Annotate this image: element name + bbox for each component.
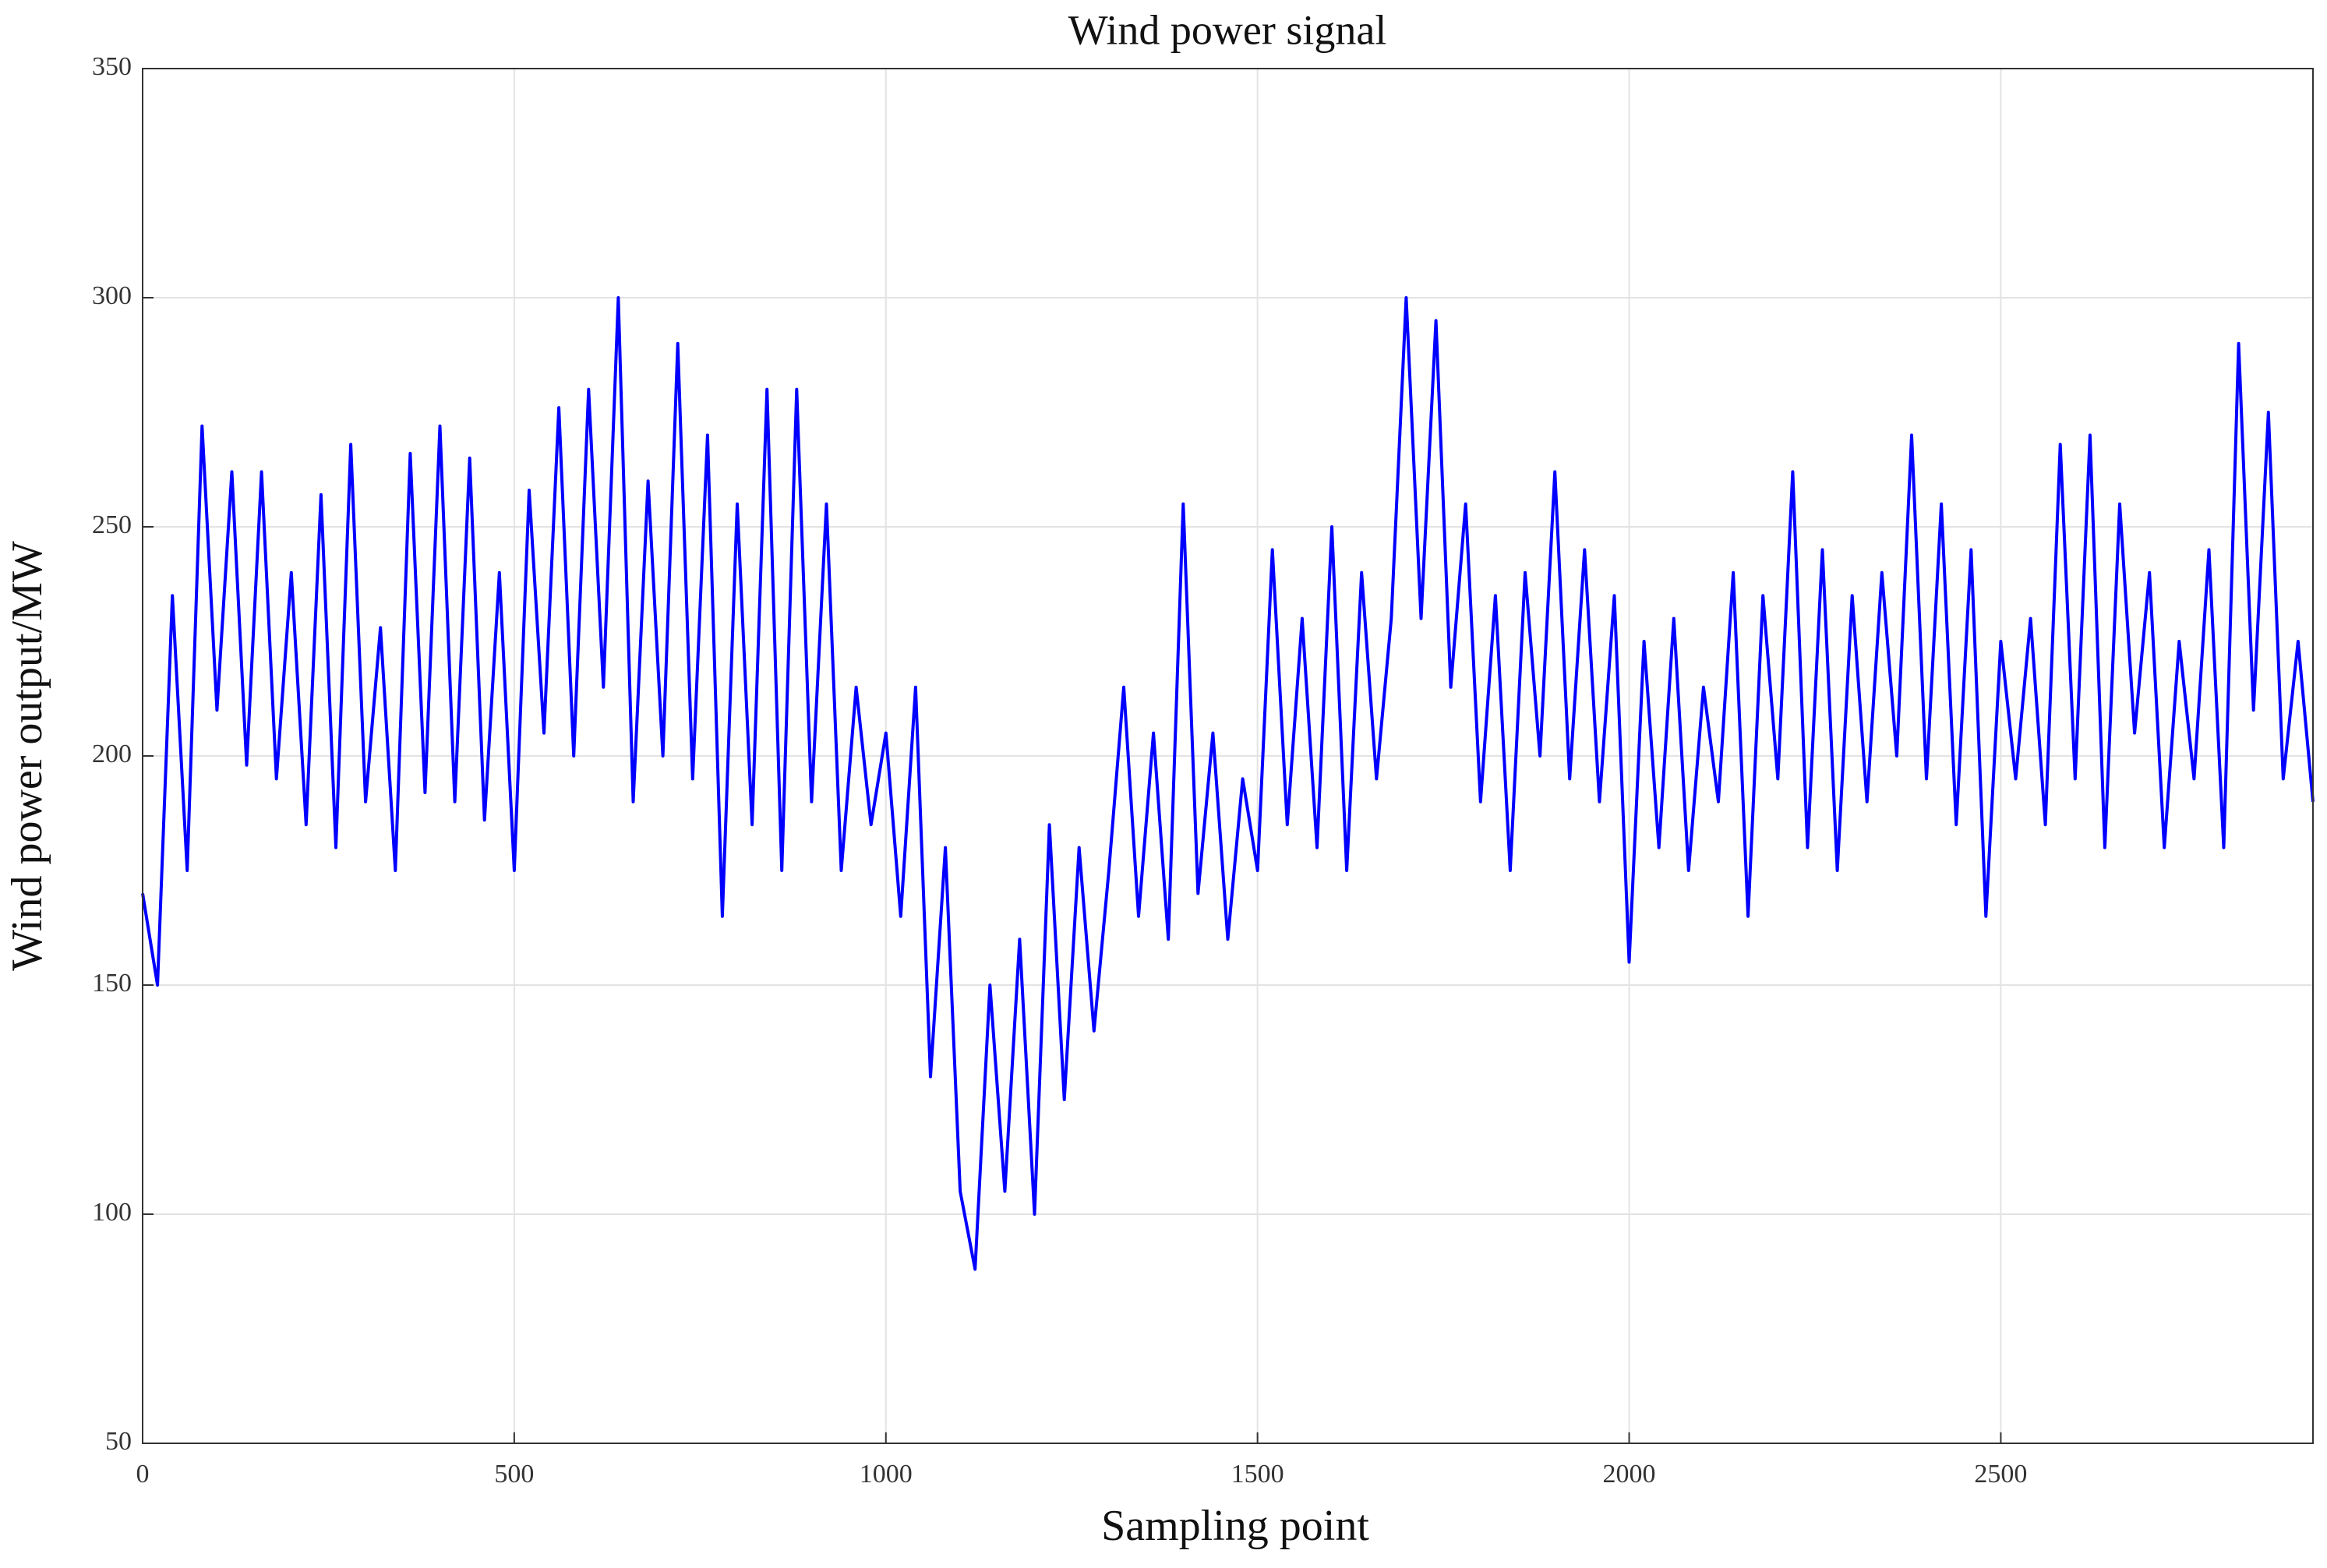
x-tick-label: 1000 bbox=[860, 1460, 913, 1489]
y-tick-label: 100 bbox=[92, 1198, 132, 1227]
lines bbox=[141, 296, 2315, 1271]
ticks: 50 100 150 200 250 300 350 0 500 1000 1500 2000 2500 bbox=[92, 52, 2027, 1489]
y-tick-label: 250 bbox=[92, 510, 132, 539]
y-tick-label: 50 bbox=[105, 1427, 132, 1456]
x-tick-label: 1500 bbox=[1231, 1460, 1284, 1489]
y-tick-label: 350 bbox=[92, 52, 132, 81]
x-tick-label: 0 bbox=[136, 1460, 150, 1489]
y-tick-label: 150 bbox=[92, 969, 132, 998]
y-tick-label: 300 bbox=[92, 281, 132, 310]
chart-title: Wind power signal bbox=[1068, 6, 1387, 53]
x-axis-label: Sampling point bbox=[1101, 1502, 1369, 1550]
line-series bbox=[141, 296, 2315, 1271]
x-tick-label: 500 bbox=[494, 1460, 534, 1489]
y-tick-label: 200 bbox=[92, 740, 132, 768]
y-axis-label: Wind power output/MW bbox=[3, 541, 51, 971]
x-tick-label: 2000 bbox=[1603, 1460, 1656, 1489]
x-tick-label: 2500 bbox=[1974, 1460, 2027, 1489]
